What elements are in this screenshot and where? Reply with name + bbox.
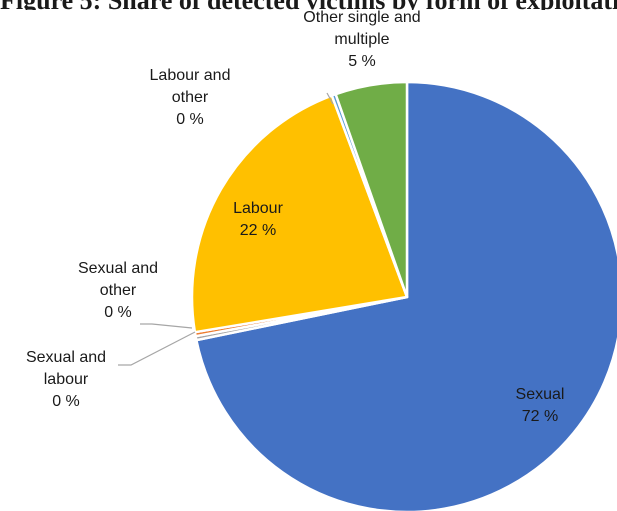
data-label-sexual-and-other: Sexual and other 0 % (78, 260, 158, 321)
data-label-sexual-and-labour: Sexual and labour 0 % (26, 349, 106, 410)
leader-line-sexual-and-labour (118, 331, 196, 366)
data-label-other-single-and-multiple: Other single and multiple 5 % (303, 9, 420, 70)
chart-title: Figure 5: Share of detected victims by f… (0, 0, 617, 10)
data-label-labour-and-other: Labour and other 0 % (150, 67, 231, 128)
data-label-sexual: Sexual 72 % (516, 386, 565, 425)
data-label-labour: Labour 22 % (233, 200, 283, 239)
pie-slice-other-single-and-multiple (334, 80, 409, 299)
leader-line-sexual-and-other (140, 323, 193, 329)
leader-line-labour-and-other (326, 92, 334, 105)
pie-slice-sexual (195, 80, 617, 511)
chart-title-clip: Figure 5: Share of detected victims by f… (0, 0, 617, 10)
